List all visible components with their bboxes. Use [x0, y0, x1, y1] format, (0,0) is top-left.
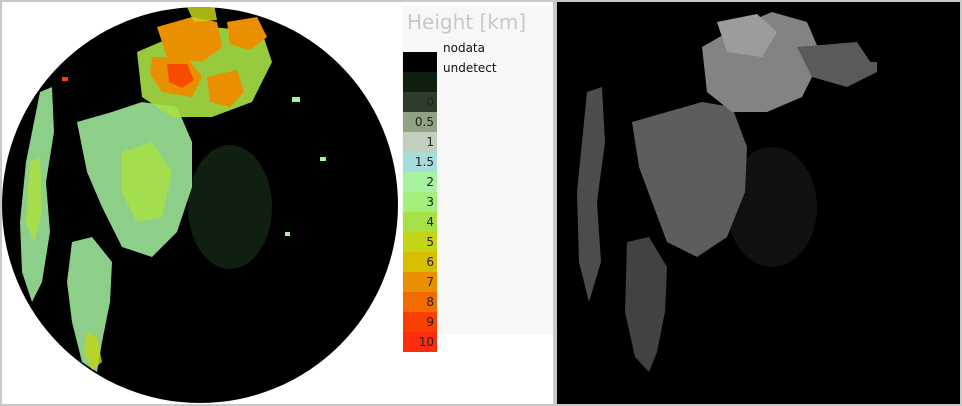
- quality-panel: [557, 2, 960, 404]
- legend-swatch: 5: [403, 232, 437, 252]
- legend-value: 9: [426, 315, 434, 329]
- legend-value: 0: [426, 95, 434, 109]
- quality-map: [557, 2, 960, 404]
- legend-label-undetect: undetect: [443, 61, 497, 75]
- legend-swatch-nodata: [403, 52, 437, 72]
- legend-value: 0.5: [414, 115, 434, 129]
- legend-scale: 0 0.5 1 1.5 2 3 4 5 6 7 8 9 10: [403, 52, 437, 352]
- legend-swatch: 6: [403, 252, 437, 272]
- echo-field: [20, 7, 326, 372]
- legend-value: 1.5: [414, 155, 434, 169]
- legend-value: 3: [426, 195, 434, 209]
- legend-swatch: 3: [403, 192, 437, 212]
- legend-value: 8: [426, 295, 434, 309]
- legend-swatch-undetect: [403, 72, 437, 92]
- legend-swatch: 0.5: [403, 112, 437, 132]
- legend-swatch: 1.5: [403, 152, 437, 172]
- legend-swatch: 7: [403, 272, 437, 292]
- legend-value: 5: [426, 235, 434, 249]
- legend-swatch: 8: [403, 292, 437, 312]
- undetect-area: [188, 145, 272, 269]
- legend-value: 7: [426, 275, 434, 289]
- legend-swatch: 4: [403, 212, 437, 232]
- legend-value: 10: [418, 335, 434, 349]
- legend-swatch: 1: [403, 132, 437, 152]
- legend-swatch: 2: [403, 172, 437, 192]
- legend-title: Height [km]: [407, 10, 527, 34]
- quality-echo-field: [577, 12, 877, 372]
- legend-value: 6: [426, 255, 434, 269]
- echo-top-panel: Height [km] 0 0.5 1 1.5 2 3 4 5 6 7 8 9 10 nodata un…: [2, 2, 553, 404]
- legend-value: 4: [426, 215, 434, 229]
- legend-label-nodata: nodata: [443, 41, 485, 55]
- echo-top-map: [2, 7, 398, 403]
- legend-value: 2: [426, 175, 434, 189]
- legend-swatch: 9: [403, 312, 437, 332]
- legend-value: 1: [426, 135, 434, 149]
- legend-swatch: 10: [403, 332, 437, 352]
- legend-swatch: 0: [403, 92, 437, 112]
